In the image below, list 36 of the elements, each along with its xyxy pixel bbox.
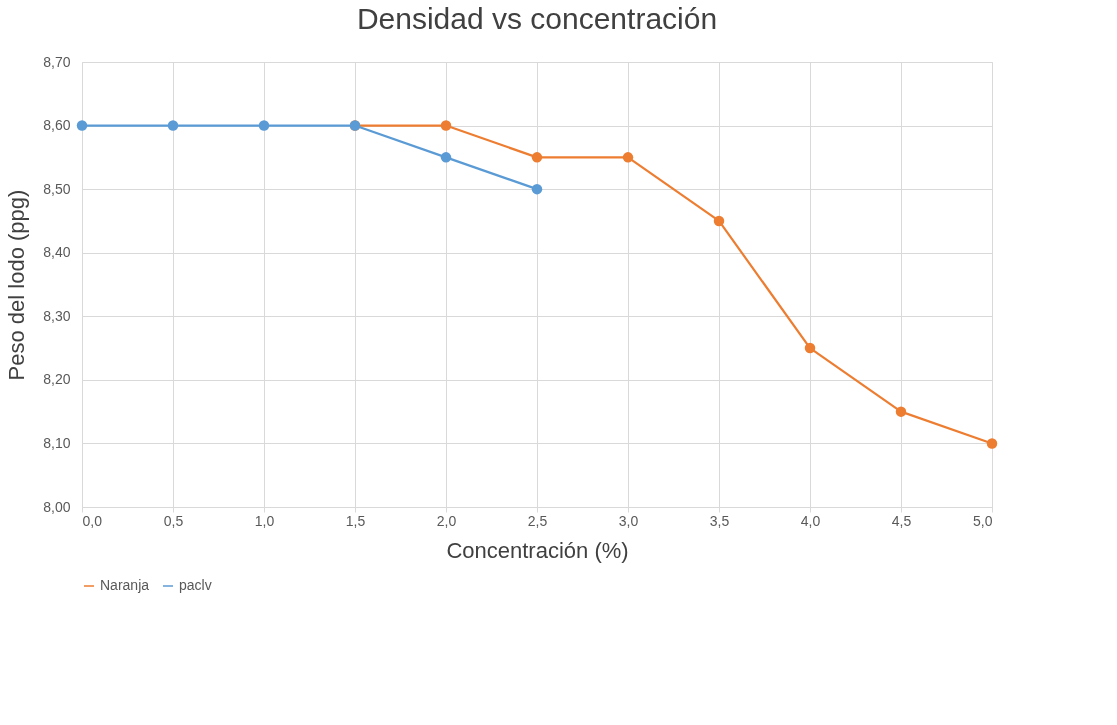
x-axis-title: Concentración (%) [446, 537, 629, 563]
x-tick-label: 0,5 [163, 512, 184, 529]
legend-label: paclv [179, 577, 212, 593]
point [440, 120, 452, 131]
y-tick-label: 8,00 [43, 498, 71, 515]
x-tick-label: 4,5 [891, 512, 912, 529]
point [713, 215, 725, 227]
x-tick-label: 2,0 [436, 512, 457, 529]
point [622, 152, 634, 163]
point [895, 406, 907, 417]
point [804, 342, 816, 354]
y-tick-label: 8,60 [43, 117, 71, 134]
y-tick-label: 8,20 [43, 371, 71, 388]
y-tick-label: 8,70 [43, 53, 71, 70]
point [531, 183, 543, 195]
y-tick-label: 8,40 [43, 244, 71, 261]
x-tick-label: 3,0 [618, 512, 639, 529]
point [167, 120, 179, 131]
y-tick-label: 8,30 [43, 307, 71, 324]
x-tick-label: 2,5 [527, 512, 548, 529]
point [76, 120, 88, 131]
y-tick-label: 8,10 [43, 434, 71, 451]
x-tick-label: 4,0 [800, 512, 821, 529]
x-tick-label: 1,0 [254, 512, 275, 529]
point [440, 152, 452, 163]
chart-title: Densidad vs concentración [356, 2, 718, 35]
point [986, 438, 998, 449]
x-tick-label: 5,0 [973, 512, 993, 529]
x-tick-label: 0,0 [82, 512, 103, 529]
legend-label: Naranja [100, 577, 150, 593]
x-tick-label: 1,5 [345, 512, 366, 529]
y-tick-label: 8,50 [43, 180, 71, 197]
x-tick-label: 3,5 [709, 512, 730, 529]
point [258, 120, 270, 131]
y-axis-title: Peso del lodo (ppg) [4, 189, 30, 381]
point [531, 152, 543, 163]
